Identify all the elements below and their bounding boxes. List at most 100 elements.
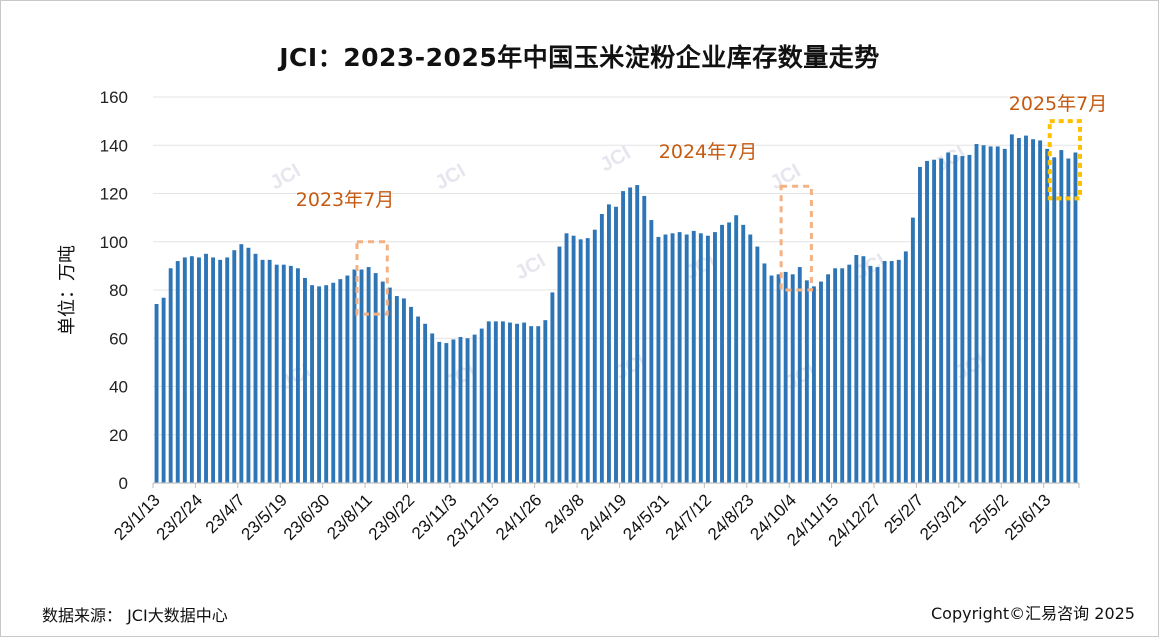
watermark-logo: JCI <box>432 160 470 195</box>
bar <box>628 187 633 483</box>
bar <box>281 264 286 483</box>
y-tick-label: 120 <box>100 185 128 204</box>
bar <box>182 257 187 483</box>
y-tick-label: 40 <box>109 378 128 397</box>
bar <box>550 292 555 483</box>
bar <box>960 156 965 483</box>
bar <box>790 274 795 483</box>
bar <box>479 328 484 483</box>
bar <box>819 281 823 483</box>
bar <box>493 321 498 483</box>
bar <box>797 267 802 483</box>
bar <box>444 343 449 483</box>
bar <box>1045 148 1050 483</box>
x-tick-label: 24/7/12 <box>662 490 716 544</box>
bar <box>409 306 413 483</box>
bar <box>755 246 760 483</box>
bar <box>168 268 173 483</box>
bar <box>260 259 265 483</box>
bar <box>437 341 442 483</box>
bar <box>734 215 739 483</box>
bar <box>557 246 562 483</box>
bar <box>352 269 357 483</box>
annotation-box <box>355 240 389 316</box>
bar <box>847 264 852 483</box>
y-axis-label: 单位：万吨 <box>57 245 78 335</box>
bar <box>430 333 435 483</box>
annotation-label: 2024年7月 <box>659 141 757 163</box>
bar <box>727 222 732 483</box>
bar <box>967 154 972 483</box>
x-tick-label: 25/3/21 <box>916 490 970 544</box>
bar <box>635 185 640 483</box>
x-tick-label: 25/6/13 <box>1001 490 1055 544</box>
bar <box>1009 134 1014 484</box>
bar <box>804 280 809 483</box>
x-tick-label: 24/8/23 <box>704 490 758 544</box>
bar <box>896 259 901 483</box>
bar <box>500 321 505 483</box>
bar <box>1016 138 1021 483</box>
bar <box>663 234 668 483</box>
bar <box>670 233 675 483</box>
bar <box>571 235 576 483</box>
bar <box>698 233 703 483</box>
bar <box>522 322 527 483</box>
y-tick-label: 100 <box>100 233 128 252</box>
x-tick-label: 23/1/13 <box>110 490 164 544</box>
bar <box>232 250 237 483</box>
x-tick-label: 23/6/30 <box>280 490 334 544</box>
bar <box>840 268 845 483</box>
bar <box>536 326 541 483</box>
bar <box>515 323 519 483</box>
bar <box>578 239 583 483</box>
bar <box>508 322 512 483</box>
bar <box>642 195 647 483</box>
bar-series <box>154 134 1078 484</box>
bar <box>246 247 251 483</box>
bar <box>599 214 604 483</box>
bar <box>338 279 343 483</box>
bar <box>1073 152 1078 484</box>
bar <box>486 321 491 483</box>
bar <box>861 256 866 483</box>
y-tick-label: 0 <box>119 474 128 493</box>
bar <box>684 234 689 483</box>
bar <box>762 263 767 483</box>
bar <box>310 285 314 483</box>
bar <box>472 334 477 483</box>
bar <box>331 282 336 483</box>
bar <box>925 160 929 483</box>
bar <box>161 297 166 483</box>
bar <box>1066 158 1071 484</box>
y-tick-label: 60 <box>109 329 128 348</box>
x-tick-label: 24/4/19 <box>577 490 631 544</box>
bar <box>175 261 180 483</box>
x-tick-label: 23/8/11 <box>323 490 376 543</box>
bar <box>614 206 618 484</box>
bar <box>423 323 428 483</box>
bar <box>656 236 661 483</box>
bar <box>995 146 1000 484</box>
bar <box>288 265 293 483</box>
bar <box>197 257 201 483</box>
bar <box>380 281 385 483</box>
bar <box>529 326 534 483</box>
bar <box>691 230 696 483</box>
bar <box>465 338 470 483</box>
bar <box>345 275 350 483</box>
bar <box>833 268 838 483</box>
x-tick-label: 24/1/26 <box>492 490 546 544</box>
bar <box>918 166 922 483</box>
bar <box>1038 140 1043 484</box>
bar <box>1002 148 1007 483</box>
bar <box>154 303 159 483</box>
bar <box>204 253 208 483</box>
bar <box>981 145 986 483</box>
bar <box>295 268 300 483</box>
bar <box>606 204 611 483</box>
bar <box>394 296 399 483</box>
y-tick-label: 160 <box>100 88 128 107</box>
bar <box>946 152 951 484</box>
